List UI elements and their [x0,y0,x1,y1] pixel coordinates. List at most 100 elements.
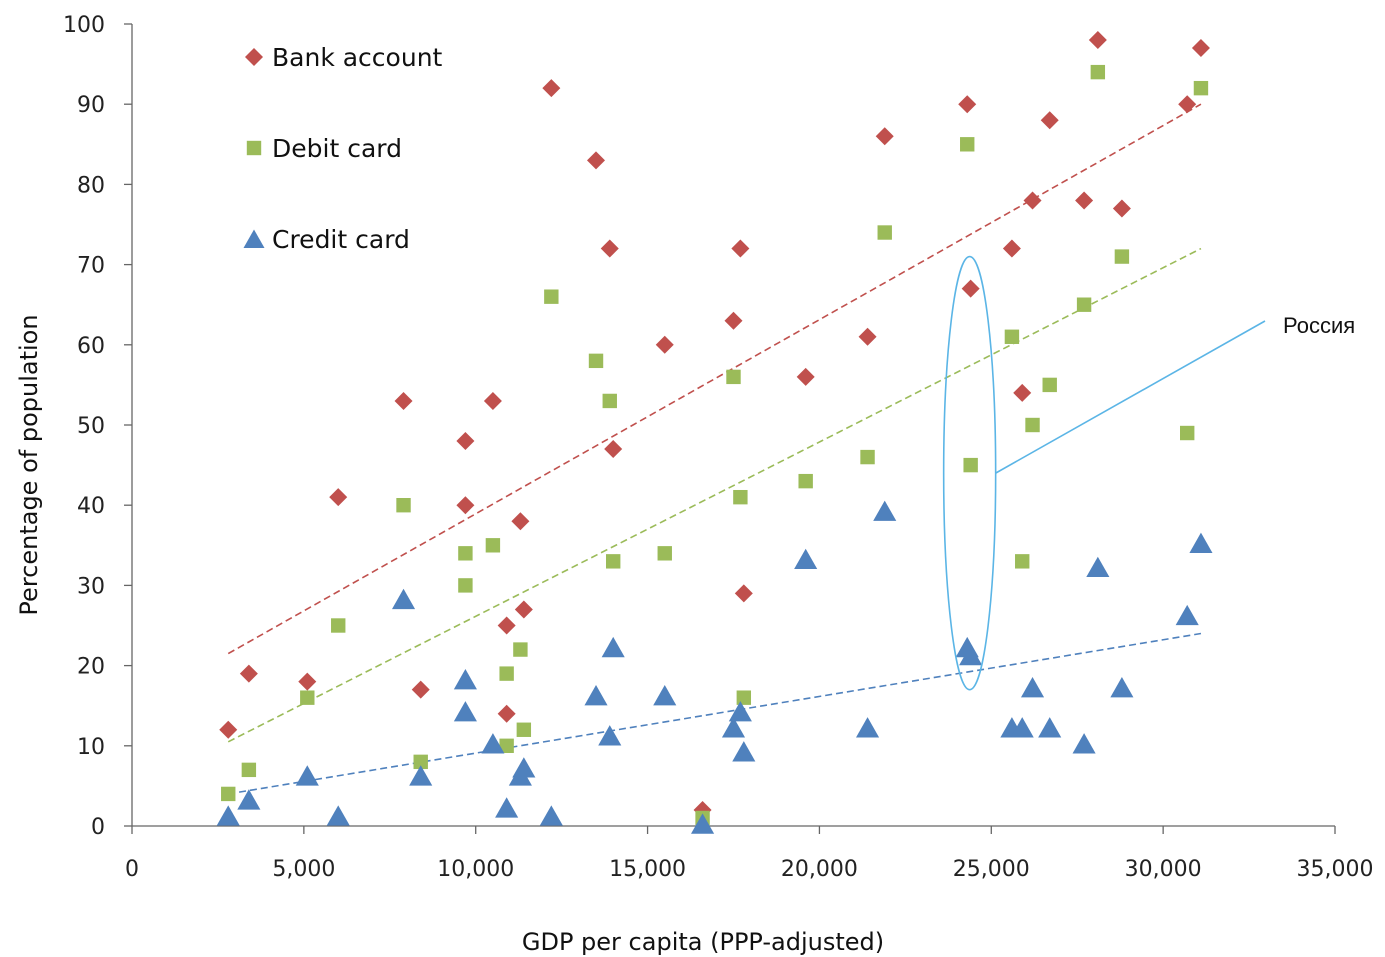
debit-card-point [396,498,411,513]
bank-account-point [298,672,317,691]
credit-card-point [1175,604,1199,626]
x-tick-label: 35,000 [1297,857,1374,882]
debit-card-point [499,666,514,681]
debit-card-point [963,457,978,473]
credit-card-point [601,636,625,658]
credit-card-point [721,717,746,738]
debit-card-point [1076,297,1092,312]
credit-card-point [1110,677,1134,698]
legend-label: Bank account [272,43,443,72]
debit-card-point [1025,417,1040,433]
y-axis-title: Percentage of population [15,314,43,615]
bank-account-point [329,488,348,507]
bank-account-point [796,367,815,386]
bank-account-point [600,239,619,258]
credit-card-point [326,805,350,826]
data-points [216,31,1213,834]
bank-account-point [456,496,475,515]
debit-card-point [606,554,621,569]
x-axis-title: GDP per capita (PPP-adjusted) [522,928,884,956]
credit-card-point [1038,717,1062,738]
x-tick-label: 25,000 [953,857,1030,882]
y-tick-label: 70 [77,254,105,279]
bank-account-point [1075,191,1094,210]
y-tick-label: 80 [77,173,105,198]
bank-account-point [1013,383,1032,402]
x-tick-label: 20,000 [781,857,858,882]
x-tick-label: 15,000 [609,857,686,882]
credit-card-point [873,500,897,521]
credit-card-point [653,685,677,706]
debit-card-point [1015,554,1030,569]
bank-account-point [497,704,516,723]
y-tick-label: 20 [77,655,105,680]
trendline [227,103,1202,655]
debit-card-point [485,538,501,553]
debit-card-point [300,690,315,705]
credit-card-point [728,701,752,722]
credit-card-point [1086,556,1110,578]
bank-account-point [497,616,516,635]
russia-annotation: Россия [942,255,1355,691]
credit-card-point [1010,717,1034,738]
x-tick-label: 5,000 [272,857,335,882]
bank-account-point [511,512,530,531]
debit-card-point [1004,329,1020,344]
bank-account-point [1040,111,1059,130]
debit-card-point [798,473,813,489]
credit-card-point [453,668,477,690]
credit-card-point [237,789,261,810]
axes: 0 10 20 30 40 50 60 70 80 90 100 0 5,000 10,000 15,000… [63,13,1373,882]
debit-card-point [516,722,532,737]
credit-card-point [732,741,756,762]
y-tick-label: 40 [77,494,105,519]
highlight-ellipse [942,255,997,691]
debit-card-point [1114,249,1130,264]
debit-card-point [733,489,748,505]
y-tick-label: 0 [91,815,105,840]
trendline [227,247,1202,743]
debit-card-point [877,225,892,240]
bank-account-point [875,127,894,146]
bank-account-point [1191,39,1210,58]
debit-card-point [657,546,672,561]
debit-card-point [736,690,752,705]
bank-account-point [604,440,623,459]
bank-account-point [239,664,258,683]
debit-card-point [726,369,741,385]
legend-label: Credit card [272,225,410,254]
y-tick-label: 50 [77,414,105,439]
bank-account-point [1112,199,1131,218]
legend-label: Debit card [272,134,402,163]
bank-account-point [961,279,980,298]
bank-account-point [219,720,238,739]
credit-card-point [1020,677,1045,698]
debit-card-point [413,754,428,770]
x-tick-label: 10,000 [437,857,514,882]
bank-account-point [724,311,743,330]
bank-account-point [542,79,561,98]
bank-account-point [1023,191,1042,210]
legend-marker [243,229,265,248]
bank-account-point [655,335,674,354]
debit-card-point [1042,377,1057,393]
bank-account-point [958,95,977,114]
credit-card-point [216,805,240,826]
debit-card-point [458,578,473,593]
debit-card-point [513,642,528,657]
bank-account-point [1002,239,1021,258]
x-tick-label: 0 [125,857,139,882]
credit-card-point [1072,733,1096,754]
credit-card-point [295,765,319,786]
legend-marker [246,140,262,156]
credit-card-point [959,644,983,666]
credit-card-point [855,717,880,738]
y-tick-label: 60 [77,334,105,359]
legend: Bank account Debit card Credit card [243,43,443,254]
x-tick-label: 30,000 [1125,857,1202,882]
bank-account-point [456,432,475,451]
debit-card-point [960,137,975,152]
credit-card-point [539,805,563,826]
debit-card-point [1180,425,1195,441]
